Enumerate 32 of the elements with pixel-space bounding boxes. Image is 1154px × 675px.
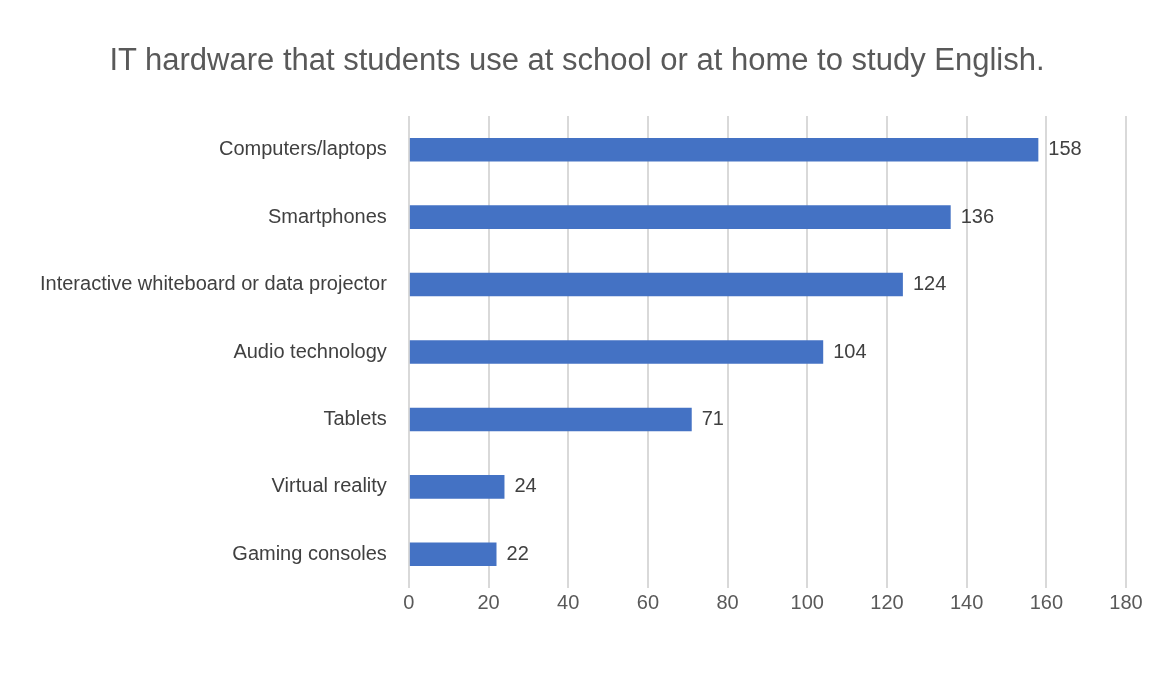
bar xyxy=(409,137,1039,162)
data-label: 71 xyxy=(701,406,724,429)
y-tick-label: Tablets xyxy=(323,406,387,429)
bar xyxy=(409,272,903,297)
bar xyxy=(409,475,505,499)
y-tick-label: Interactive whiteboard or data projector xyxy=(40,272,388,295)
x-tick-label: 40 xyxy=(557,590,580,613)
data-label: 136 xyxy=(960,204,995,227)
bar xyxy=(409,340,824,364)
x-tick-label: 160 xyxy=(1029,590,1063,613)
data-label: 158 xyxy=(1048,137,1082,160)
x-tick-label: 80 xyxy=(716,590,739,613)
bar xyxy=(409,205,951,229)
data-label: 24 xyxy=(514,474,537,497)
data-label: 22 xyxy=(506,541,529,564)
y-tick-label: Audio technology xyxy=(233,339,387,362)
x-tick-label: 20 xyxy=(477,590,500,613)
y-tick-label: Computers/laptops xyxy=(218,137,387,160)
data-label: 124 xyxy=(912,272,947,295)
y-tick-label: Virtual reality xyxy=(271,474,387,497)
x-tick-label: 120 xyxy=(870,590,904,613)
bar xyxy=(409,407,692,432)
chart-title: IT hardware that students use at school or at home to study English. xyxy=(108,41,1046,79)
y-tick-label: Smartphones xyxy=(267,204,387,227)
x-tick-label: 140 xyxy=(949,590,984,613)
x-tick-label: 60 xyxy=(636,590,660,613)
bar xyxy=(409,542,497,567)
x-tick-label: 0 xyxy=(403,590,415,613)
x-tick-label: 180 xyxy=(1109,590,1143,613)
data-label: 104 xyxy=(833,339,867,362)
x-tick-label: 100 xyxy=(790,590,824,613)
y-tick-label: Gaming consoles xyxy=(232,541,387,564)
